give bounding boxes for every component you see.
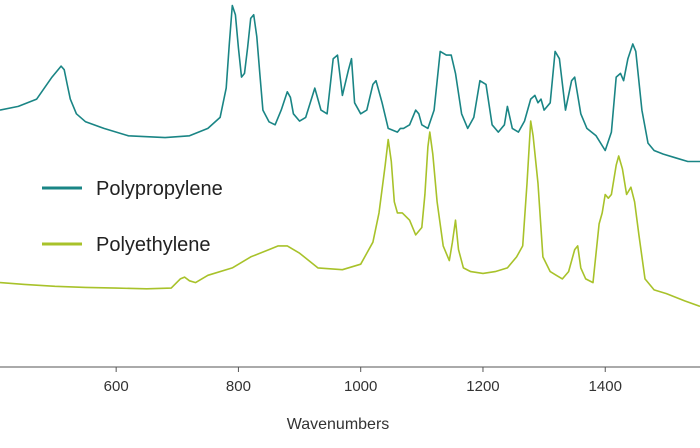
x-tick-label: 600 (104, 378, 129, 395)
series-line-polypropylene (0, 4, 700, 163)
x-tick-label: 1000 (344, 378, 377, 395)
series-line-polyethylene (0, 120, 700, 308)
x-tick-label: 1400 (589, 378, 622, 395)
x-ticks: 600 800 1000 1200 1400 (104, 367, 622, 395)
legend-label-polyethylene: Polyethylene (96, 234, 211, 256)
series-layer (0, 4, 700, 308)
legend: Polypropylene Polyethylene (42, 178, 223, 256)
x-axis-title: Wavenumbers (287, 416, 390, 433)
x-tick-label: 1200 (466, 378, 499, 395)
legend-label-polypropylene: Polypropylene (96, 178, 223, 200)
x-tick-label: 800 (226, 378, 251, 395)
